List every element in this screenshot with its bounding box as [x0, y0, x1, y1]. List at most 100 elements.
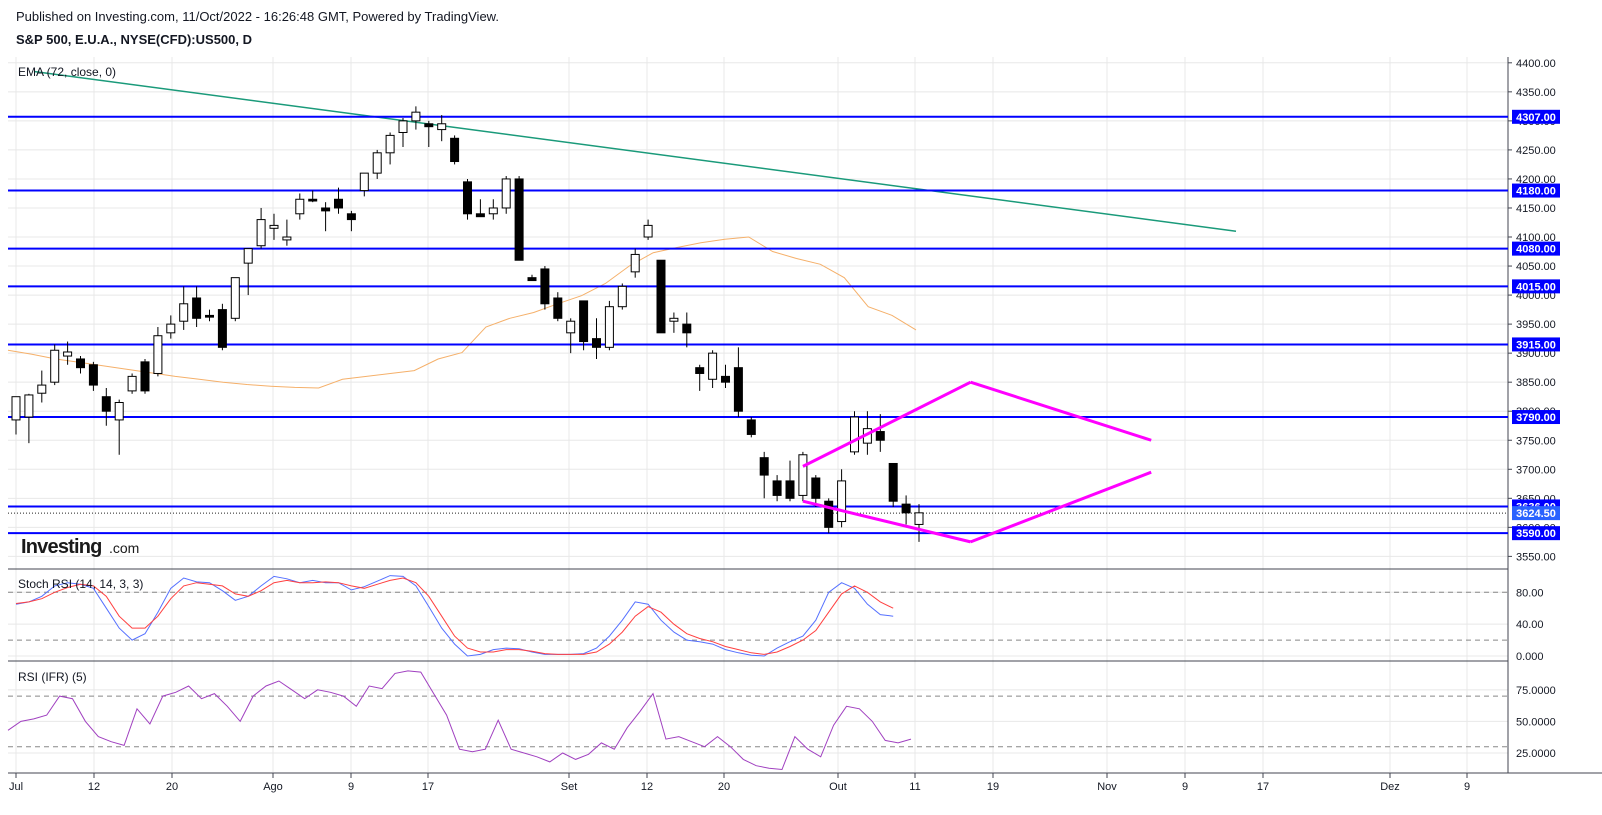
- candle[interactable]: [76, 356, 85, 374]
- candle[interactable]: [153, 327, 163, 377]
- candle[interactable]: [682, 312, 692, 348]
- candle[interactable]: [140, 358, 150, 394]
- level-price-tag-bg: [1512, 241, 1560, 256]
- candle[interactable]: [798, 451, 808, 502]
- candle[interactable]: [733, 347, 743, 418]
- candle[interactable]: [101, 387, 111, 426]
- candle[interactable]: [579, 300, 589, 351]
- candle-body: [295, 198, 305, 215]
- x-tick-label: 19: [987, 781, 999, 793]
- candle-body: [127, 375, 137, 392]
- candle[interactable]: [179, 286, 189, 330]
- candle[interactable]: [527, 274, 537, 282]
- candle[interactable]: [50, 344, 60, 386]
- candle[interactable]: [269, 213, 279, 240]
- candle[interactable]: [205, 309, 214, 322]
- candle[interactable]: [875, 414, 885, 452]
- candle-body: [488, 207, 498, 215]
- candle[interactable]: [643, 219, 653, 240]
- candle[interactable]: [566, 318, 576, 354]
- candle[interactable]: [824, 498, 834, 534]
- x-tick-label: 12: [88, 781, 100, 793]
- candle-body: [643, 224, 653, 238]
- candle-body: [101, 396, 111, 412]
- candle[interactable]: [514, 176, 524, 261]
- stoch-tick-label: 0.000: [1516, 651, 1544, 663]
- symbol-title: S&P 500, E.U.A., NYSE(CFD):US500, D: [16, 32, 252, 47]
- candle[interactable]: [463, 178, 472, 220]
- candle[interactable]: [282, 219, 292, 246]
- candle[interactable]: [437, 115, 447, 142]
- candle[interactable]: [914, 504, 924, 542]
- y-tick-label: 3750.00: [1516, 435, 1556, 447]
- candle[interactable]: [501, 176, 511, 214]
- candle[interactable]: [24, 393, 34, 444]
- y-tick-label: 4400.00: [1516, 58, 1556, 70]
- candle[interactable]: [695, 364, 705, 391]
- candle[interactable]: [243, 248, 253, 296]
- candle-body: [153, 335, 163, 374]
- candle[interactable]: [721, 364, 730, 388]
- candle[interactable]: [321, 202, 331, 232]
- candle[interactable]: [888, 462, 898, 508]
- candle[interactable]: [230, 277, 240, 322]
- candle[interactable]: [630, 248, 640, 278]
- candle[interactable]: [192, 286, 202, 328]
- level-price-tag-text: 3790.00: [1516, 412, 1556, 424]
- candle[interactable]: [346, 210, 356, 232]
- candle[interactable]: [553, 292, 563, 322]
- candle[interactable]: [127, 373, 137, 394]
- ema-label: EMA (72, close, 0): [18, 65, 116, 79]
- candle-body: [424, 123, 434, 128]
- candle[interactable]: [11, 396, 21, 435]
- y-tick-label: 4350.00: [1516, 87, 1556, 99]
- candle[interactable]: [811, 475, 821, 508]
- candle-body: [875, 431, 885, 441]
- candle[interactable]: [424, 120, 434, 148]
- candle[interactable]: [308, 190, 318, 203]
- candle[interactable]: [592, 318, 601, 359]
- candle[interactable]: [398, 117, 408, 148]
- candle[interactable]: [656, 259, 666, 334]
- candle[interactable]: [385, 132, 395, 165]
- candle[interactable]: [475, 199, 485, 218]
- pattern-line: [970, 470, 1152, 544]
- candle[interactable]: [37, 370, 47, 403]
- candle-body: [88, 364, 98, 386]
- candle[interactable]: [850, 411, 859, 455]
- candle[interactable]: [88, 361, 98, 391]
- candle-body: [140, 361, 150, 392]
- candle[interactable]: [334, 187, 343, 214]
- candle[interactable]: [166, 315, 176, 339]
- candle[interactable]: [785, 460, 795, 502]
- candle[interactable]: [256, 207, 266, 249]
- candle[interactable]: [540, 266, 550, 310]
- candle[interactable]: [359, 172, 369, 197]
- candle[interactable]: [604, 300, 614, 351]
- candle-body: [321, 207, 331, 212]
- rsi-tick-label: 25.0000: [1516, 748, 1556, 760]
- x-tick-label: 9: [348, 781, 354, 793]
- candle[interactable]: [772, 475, 782, 502]
- indicator-labels: EMA (72, close, 0) Stoch RSI (14, 14, 3,…: [18, 65, 143, 684]
- candle[interactable]: [617, 283, 627, 310]
- candle[interactable]: [411, 106, 421, 130]
- candle-body: [850, 416, 859, 453]
- candle-body: [630, 253, 640, 273]
- candle-body: [359, 172, 369, 192]
- candle[interactable]: [759, 451, 769, 499]
- candle[interactable]: [669, 312, 679, 333]
- candle[interactable]: [708, 350, 718, 388]
- candle[interactable]: [901, 495, 911, 525]
- candle[interactable]: [372, 149, 382, 179]
- candle[interactable]: [837, 469, 847, 528]
- candle[interactable]: [217, 303, 227, 351]
- candle[interactable]: [746, 417, 756, 438]
- candle[interactable]: [488, 199, 498, 220]
- candle-body: [669, 317, 679, 322]
- candle[interactable]: [450, 135, 460, 165]
- candle[interactable]: [114, 399, 124, 455]
- candle[interactable]: [295, 193, 305, 220]
- candle[interactable]: [63, 341, 73, 365]
